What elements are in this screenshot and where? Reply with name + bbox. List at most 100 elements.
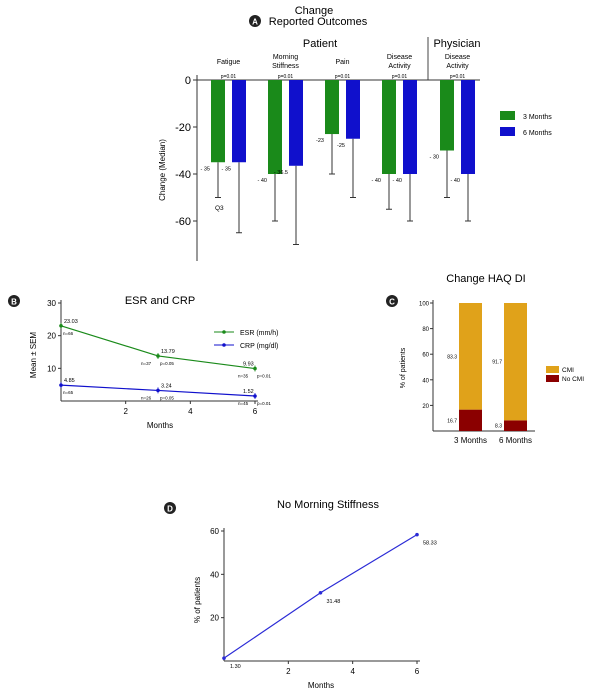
legend-label-esr: ESR (mm/h) (240, 330, 279, 337)
data-point (222, 656, 226, 660)
panel-d-xlabel: Months (308, 681, 334, 690)
y-tick-label: 40 (422, 378, 429, 384)
panel-a-y-tick-label: -60 (175, 216, 191, 228)
p-value-label: p=0.01 (392, 74, 408, 80)
panel-a-y-tick-label: -40 (175, 169, 191, 181)
category-label: Disease (387, 54, 412, 61)
legend-label-3-months: 3 Months (523, 114, 552, 121)
n-label: n=45 (238, 401, 249, 406)
bar (325, 80, 339, 135)
value-label: 58.33 (423, 541, 437, 547)
panel-c-title: Change HAQ DI (446, 273, 525, 285)
bar (403, 80, 417, 174)
y-tick-label: 20 (47, 332, 56, 341)
panel-b-ylabel: Mean ± SEM (29, 332, 38, 379)
panel-c-ylabel: % of patients (400, 347, 407, 388)
value-label: 13.79 (161, 349, 175, 355)
value-label: 23.03 (64, 319, 78, 325)
category-label: Activity (388, 63, 411, 70)
data-point (253, 394, 257, 398)
x-tick-label: 6 (415, 667, 420, 676)
panel-a-ylabel: Change (Median) (158, 139, 167, 201)
y-tick-label: 60 (422, 353, 429, 359)
y-tick-label: 30 (47, 299, 56, 308)
y-tick-label: 20 (210, 614, 219, 623)
category-label: Stiffness (272, 63, 299, 70)
value-label: 1.52 (243, 389, 254, 395)
y-tick-label: 80 (422, 327, 429, 333)
bar (232, 80, 246, 163)
panel-b-badge: B (11, 298, 17, 307)
x-category-label: 3 Months (454, 436, 487, 445)
n-label: n=65 (63, 390, 74, 395)
legend-label-6-months: 6 Months (523, 130, 552, 137)
value-label: 16.7 (447, 418, 457, 424)
y-tick-label: 10 (47, 364, 56, 373)
value-label: 9.93 (243, 362, 254, 368)
panel-b-xlabel: Months (147, 421, 173, 430)
panel-d-title: No Morning Stiffness (277, 499, 379, 511)
panel-a-y-tick-label: -20 (175, 122, 191, 134)
panel-c-badge-circle (386, 295, 398, 307)
data-point (59, 383, 63, 387)
x-tick-label: 2 (286, 667, 291, 676)
legend-swatch-3-months (500, 111, 515, 120)
panel-a: Change A Reported Outcomes Patient Physi… (158, 5, 552, 261)
group-label-patient: Patient (303, 38, 337, 50)
n-label: n=26 (141, 395, 152, 400)
category-label: Disease (445, 54, 470, 61)
legend-marker-crp (222, 343, 226, 347)
panel-a-title-line1: Change (295, 5, 334, 17)
value-label: 8.3 (495, 424, 502, 430)
legend-label-no-cmi: No CMI (562, 376, 584, 383)
bar-value-label: - 35 (201, 166, 210, 172)
bar-value-label: - 40 (258, 178, 267, 184)
n-label: n=66 (63, 331, 74, 336)
data-point (156, 354, 160, 358)
value-label: 91.7 (492, 360, 502, 366)
bar (461, 80, 475, 174)
panel-c-badge: C (389, 298, 395, 307)
bar-no-cmi (459, 409, 482, 431)
bar-cmi (459, 303, 482, 410)
bar (440, 80, 454, 151)
legend-swatch-6-months (500, 127, 515, 136)
q3-label: Q3 (215, 205, 224, 212)
p-value-label: p=0.01 (221, 74, 237, 80)
legend-label-crp: CRP (mg/dl) (240, 343, 278, 350)
bar-value-label: - 36.5 (274, 170, 288, 176)
bar-cmi (504, 303, 527, 421)
bar-value-label: -23 (316, 138, 324, 144)
data-point (156, 388, 160, 393)
x-tick-label: 2 (123, 407, 128, 416)
bar (289, 80, 303, 166)
y-tick-label: 100 (419, 302, 430, 308)
value-label: 4.85 (64, 378, 75, 384)
series-line (223, 534, 418, 659)
category-label: Morning (273, 54, 298, 61)
bar-no-cmi (504, 420, 527, 431)
panel-d: D No Morning Stiffness % of patients Mon… (164, 499, 437, 690)
legend-marker-esr (222, 330, 226, 334)
bar-value-label: - 40 (451, 178, 460, 184)
y-tick-label: 60 (210, 527, 219, 536)
category-label: Pain (335, 59, 349, 66)
bar-value-label: - 40 (372, 178, 381, 184)
category-label: Fatigue (217, 59, 240, 66)
legend-swatch-cmi (546, 366, 559, 373)
category-label: Activity (446, 63, 469, 70)
data-point (318, 590, 323, 595)
bar (382, 80, 396, 174)
y-tick-label: 40 (210, 570, 219, 579)
value-label: 1.30 (230, 664, 241, 670)
data-point (59, 323, 63, 328)
data-point (253, 366, 257, 371)
value-label: 83.3 (447, 354, 457, 360)
p-value-label: p=0.01 (335, 74, 351, 80)
panel-b-plot: 10 20 30 2 4 6 23.03 n=66 13.79 n=37 p=0.05 9.93 n=3… (47, 299, 271, 416)
p-value-label: p=0.05 (160, 395, 174, 400)
x-category-label: 6 Months (499, 436, 532, 445)
panel-a-title-line2: Reported Outcomes (269, 16, 368, 28)
panel-d-plot: 20 40 60 2 4 6 1.30 31.48 58.33 (210, 527, 437, 676)
bar-value-label: - 35 (222, 166, 231, 172)
